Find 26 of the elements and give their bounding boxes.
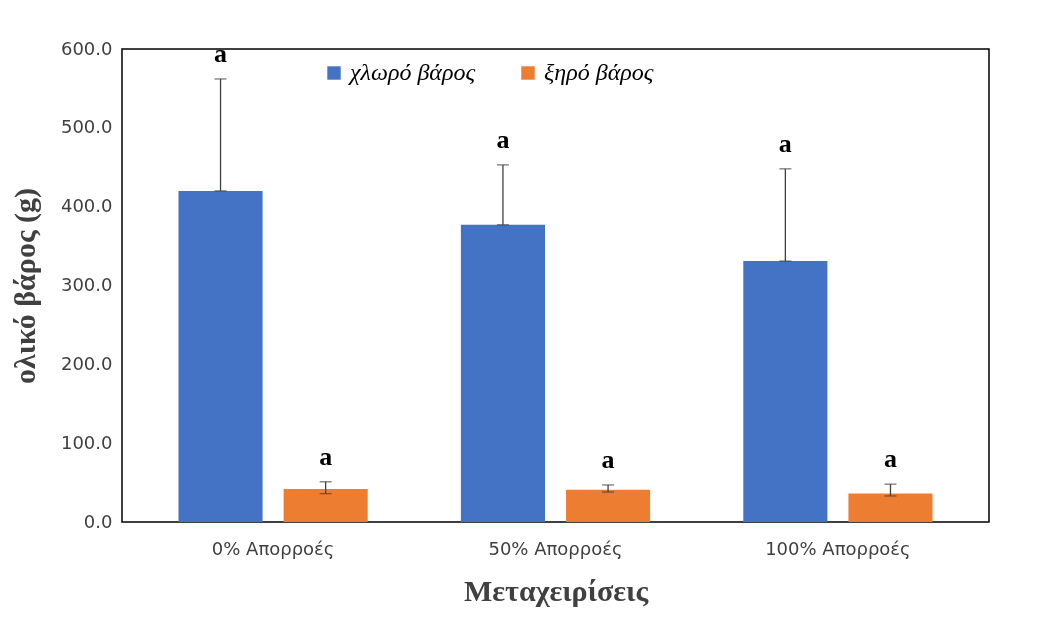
y-tick-label: 0.0 <box>83 510 113 532</box>
y-tick-label: 100.0 <box>60 431 113 453</box>
x-axis-title: Μεταχειρίσεις <box>463 573 649 607</box>
annotation: a <box>883 444 897 474</box>
annotation: a <box>601 444 615 474</box>
bar <box>178 190 263 522</box>
y-tick-label: 300.0 <box>60 274 113 295</box>
bar <box>848 493 933 522</box>
y-tick-label: 500.0 <box>60 116 113 138</box>
y-tick-label: 200.0 <box>60 352 113 374</box>
annotation: a <box>214 38 228 68</box>
bar <box>460 224 545 522</box>
bar <box>566 489 651 522</box>
bar <box>283 488 368 522</box>
annotation: a <box>778 128 792 158</box>
bar <box>743 261 828 522</box>
x-tick-label: 50% Απορροές <box>488 537 623 559</box>
legend-label: ξηρό βάρος <box>544 59 654 85</box>
annotation: a <box>319 441 333 471</box>
x-tick-label: 100% Απορροές <box>765 537 911 559</box>
y-axis-title: ολικό βάρος (g) <box>7 187 42 385</box>
y-tick-label: 400.0 <box>60 195 113 217</box>
x-tick-label: 0% Απορροές <box>211 537 335 559</box>
y-tick-label: 600.0 <box>60 37 113 59</box>
legend-label: χλωρό βάρος <box>348 59 476 85</box>
annotation: a <box>496 124 510 154</box>
